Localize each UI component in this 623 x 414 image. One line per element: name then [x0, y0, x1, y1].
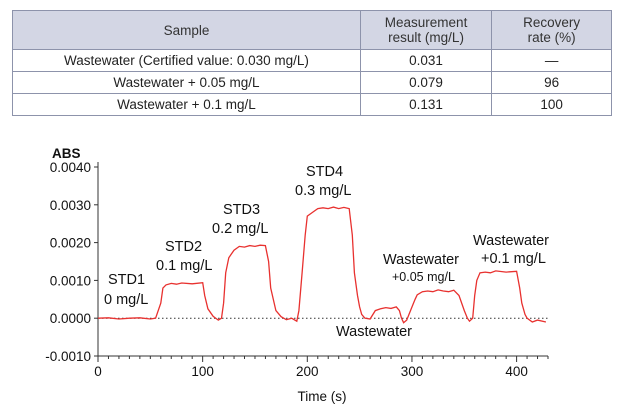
x-tick-label: 200 — [296, 364, 319, 379]
annotation-text: Wastewater — [383, 252, 459, 268]
x-tick-label: 400 — [505, 364, 528, 379]
annotation-text: +0.05 mg/L — [392, 270, 455, 284]
cell-measurement: 0.079 — [359, 71, 493, 94]
annotation-label: STD4 0.3 mg/L — [295, 164, 351, 199]
cell-sample: Wastewater (Certified value: 0.030 mg/L) — [12, 49, 361, 72]
y-tick-label: 0.0000 — [50, 311, 91, 326]
annotation-text: 0.1 mg/L — [156, 258, 212, 274]
annotation-text: 0 mg/L — [104, 292, 148, 308]
table-row: Wastewater (Certified value: 0.030 mg/L)… — [12, 49, 612, 72]
series-line-absorbance — [97, 206, 547, 324]
y-tick-label: 0.0030 — [50, 198, 91, 213]
table-row: Wastewater + 0.05 mg/L 0.079 96 — [12, 71, 612, 94]
y-axis-label: ABS — [52, 146, 81, 161]
annotation-label: STD1 0 mg/L — [104, 272, 148, 308]
annotation-text: STD4 — [306, 164, 343, 180]
annotation-label: STD3 0.2 mg/L — [212, 202, 268, 237]
annotation-label: Wastewater — [336, 324, 412, 340]
annotation-label: Wastewater +0.1 mg/L — [473, 233, 549, 267]
x-tick-label: 100 — [191, 364, 214, 379]
annotation-text: Wastewater — [473, 233, 549, 249]
annotation-text: STD2 — [165, 239, 202, 255]
cell-sample: Wastewater + 0.1 mg/L — [12, 93, 361, 116]
annotation-text: STD1 — [108, 272, 145, 288]
x-tick-label: 0 — [94, 364, 102, 379]
annotation-label: STD2 0.1 mg/L — [156, 239, 212, 274]
y-tick-label: -0.0010 — [45, 349, 91, 364]
table-header-row: Sample Measurement result (mg/L) Recovery… — [12, 10, 612, 50]
annotation-text: 0.3 mg/L — [295, 183, 351, 199]
cell-measurement: 0.131 — [359, 93, 493, 116]
cell-measurement: 0.031 — [359, 49, 493, 72]
x-axis-label: Time (s) — [298, 389, 347, 404]
results-table: Sample Measurement result (mg/L) Recovery… — [12, 10, 612, 116]
annotation-text: STD3 — [223, 202, 260, 218]
table-row: Wastewater + 0.1 mg/L 0.131 100 — [12, 93, 612, 116]
header-sample: Sample — [12, 10, 361, 50]
y-tick-label: 0.0040 — [50, 160, 91, 175]
x-tick-label: 300 — [401, 364, 424, 379]
y-tick-label: 0.0020 — [50, 236, 91, 251]
y-tick-label: 0.0010 — [50, 273, 91, 288]
header-recovery: Recovery rate (%) — [491, 10, 612, 50]
cell-recovery: 100 — [491, 93, 612, 116]
annotations: STD1 0 mg/L STD2 0.1 mg/L STD3 0.2 mg/L STD4 0.… — [104, 164, 549, 340]
header-measurement: Measurement result (mg/L) — [359, 10, 493, 50]
annotation-label: Wastewater +0.05 mg/L — [383, 252, 459, 284]
annotation-text: +0.1 mg/L — [481, 251, 546, 267]
annotation-text: Wastewater — [336, 324, 412, 340]
annotation-text: 0.2 mg/L — [212, 221, 268, 237]
results-table-container: Sample Measurement result (mg/L) Recovery… — [12, 10, 612, 116]
